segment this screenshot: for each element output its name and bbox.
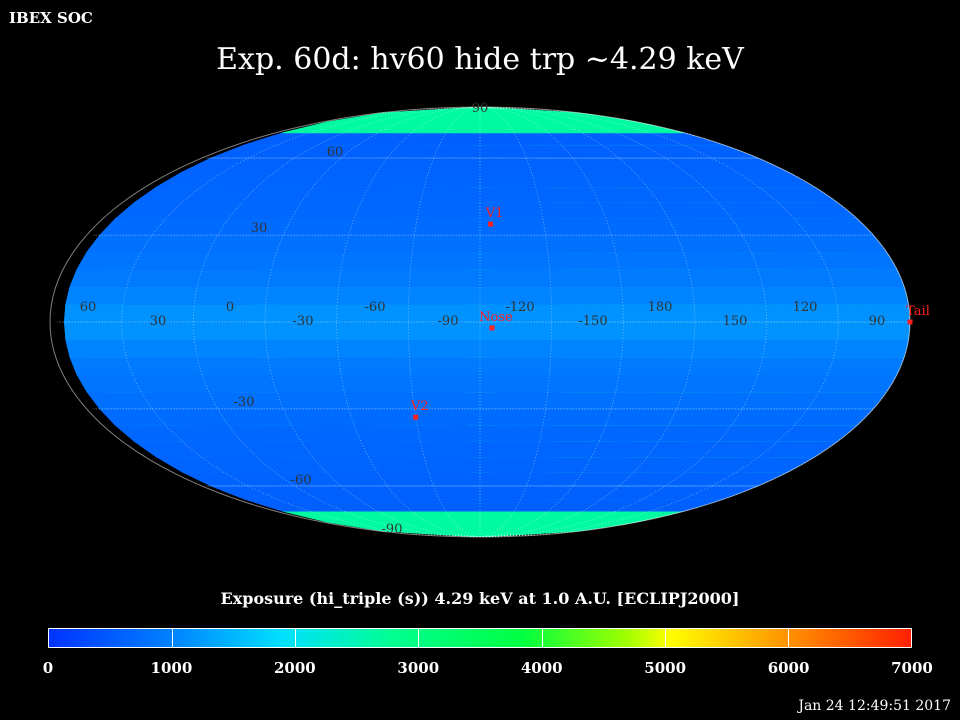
exposure-pixel xyxy=(86,391,888,410)
longitude-label: 180 xyxy=(648,300,673,315)
exposure-pixel xyxy=(244,132,724,146)
marker-label-nose: Nose xyxy=(479,310,513,325)
colorbar-tick-label: 2000 xyxy=(273,659,316,677)
exposure-pixel xyxy=(76,251,898,270)
longitude-label: 150 xyxy=(723,314,748,329)
marker-v2 xyxy=(413,414,419,420)
exposure-pixel xyxy=(244,498,724,512)
marker-label-v2: V2 xyxy=(410,399,429,414)
longitude-label: 60 xyxy=(80,300,97,315)
longitude-label: 30 xyxy=(150,314,167,329)
timestamp: Jan 24 12:49:51 2017 xyxy=(798,698,951,714)
exposure-pixel xyxy=(155,456,816,473)
latitude-label: -60 xyxy=(291,473,312,488)
exposure-pixel xyxy=(65,339,909,358)
exposure-pixel xyxy=(181,471,789,487)
colorbar-title: Exposure (hi_triple (s)) 4.29 keV at 1.0… xyxy=(220,589,740,608)
longitude-label: 120 xyxy=(793,300,818,315)
exposure-pixel xyxy=(64,321,910,340)
exposure-pixel xyxy=(76,374,898,393)
colorbar-tick-label: 4000 xyxy=(520,659,563,677)
longitude-label: -60 xyxy=(365,300,386,315)
colorbar-tick-label: 3000 xyxy=(397,659,440,677)
longitude-label: 90 xyxy=(869,314,886,329)
colorbar-tick xyxy=(787,629,789,647)
colorbar-tick-label: 7000 xyxy=(891,659,933,677)
longitude-label: 0 xyxy=(226,300,234,315)
exposure-pixel xyxy=(99,218,875,236)
marker-label-tail: Tail xyxy=(906,304,930,319)
exposure-pixel xyxy=(86,234,888,253)
colorbar-tick-label: 0 xyxy=(42,659,54,677)
colorbar xyxy=(48,628,912,648)
exposure-pixel xyxy=(210,144,759,159)
exposure-pixel xyxy=(155,171,816,188)
latitude-label: 90 xyxy=(472,101,489,116)
map-title: Exp. 60d: hv60 hide trp ~4.29 keV xyxy=(216,42,744,77)
longitude-label: -150 xyxy=(578,314,607,329)
colorbar-tick-label: 5000 xyxy=(644,659,687,677)
colorbar-tick xyxy=(172,629,174,647)
exposure-pixel xyxy=(114,425,858,442)
longitude-label: -90 xyxy=(438,314,459,329)
exposure-pixel xyxy=(99,408,875,426)
exposure-pixel xyxy=(181,157,789,173)
colorbar-tick-label: 1000 xyxy=(150,659,193,677)
latitude-label: 30 xyxy=(251,221,268,236)
marker-v1 xyxy=(488,221,494,227)
colorbar-tick xyxy=(295,629,297,647)
exposure-pixel xyxy=(69,268,905,288)
exposure-pixel xyxy=(133,441,839,458)
marker-nose xyxy=(489,325,495,331)
latitude-label: -30 xyxy=(234,395,255,410)
longitude-label: -30 xyxy=(293,314,314,329)
exposure-pixel xyxy=(65,286,909,305)
colorbar-tick xyxy=(541,629,543,647)
exposure-pixel xyxy=(69,356,905,376)
colorbar-tick xyxy=(418,629,420,647)
latitude-label: 60 xyxy=(327,145,344,160)
latitude-label: -90 xyxy=(382,522,403,537)
exposure-pixel xyxy=(282,121,685,134)
colorbar-tick-label: 6000 xyxy=(767,659,810,677)
marker-tail xyxy=(907,319,913,325)
org-label: IBEX SOC xyxy=(9,9,93,27)
colorbar-tick xyxy=(664,629,666,647)
marker-label-v1: V1 xyxy=(485,206,504,221)
exposure-pixel xyxy=(133,186,839,203)
